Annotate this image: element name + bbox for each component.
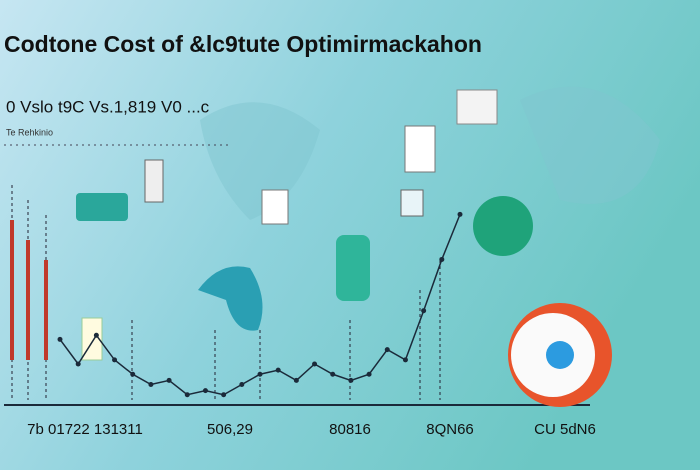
point xyxy=(293,377,299,383)
icon xyxy=(404,125,436,173)
point xyxy=(312,361,318,367)
point xyxy=(75,361,81,367)
point xyxy=(439,256,445,262)
label: Te Rehkinio xyxy=(6,127,53,137)
icon xyxy=(76,193,128,221)
icon xyxy=(261,189,289,225)
x-label: 80816 xyxy=(329,421,371,438)
point xyxy=(239,382,245,387)
icon xyxy=(144,159,164,203)
point xyxy=(402,357,408,363)
icon xyxy=(456,89,498,125)
point xyxy=(275,367,281,373)
point xyxy=(421,308,427,314)
map-shape xyxy=(200,86,660,221)
icon xyxy=(336,235,370,301)
point xyxy=(202,388,208,394)
point xyxy=(221,392,227,398)
point xyxy=(130,371,136,377)
x-label: 8QN66 xyxy=(426,421,474,438)
point xyxy=(366,371,372,377)
icon xyxy=(400,189,424,217)
point xyxy=(93,332,99,338)
blob xyxy=(198,266,263,331)
point xyxy=(148,382,154,387)
point xyxy=(330,371,336,377)
x-label: CU 5dN6 xyxy=(534,421,596,438)
subtitle: 0 Vslo t9C Vs.1,819 V0 ...c xyxy=(6,97,210,116)
point xyxy=(57,336,63,342)
point xyxy=(384,347,390,353)
point xyxy=(457,211,463,217)
point xyxy=(184,392,190,398)
circle-icon xyxy=(473,196,533,256)
x-label: 7b 01722 131311 xyxy=(27,421,143,438)
point xyxy=(257,371,263,377)
point xyxy=(166,377,172,383)
x-label: 506,29 xyxy=(207,421,253,438)
title: Codtone Cost of &lc9tute Optimirmackahon xyxy=(4,31,482,57)
point xyxy=(112,357,118,363)
point xyxy=(348,377,354,383)
donut-center xyxy=(546,341,574,369)
red-ticks xyxy=(10,220,48,360)
